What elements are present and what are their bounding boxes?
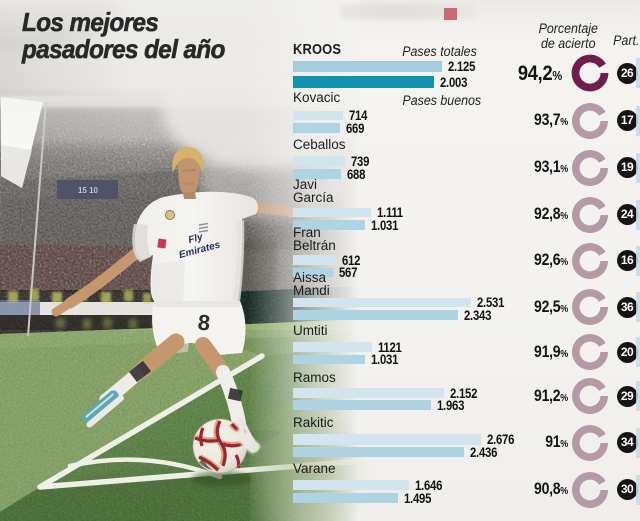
svg-text:15 10: 15 10	[78, 186, 99, 195]
svg-text:8: 8	[197, 310, 211, 336]
svg-text:Fly: Fly	[187, 232, 204, 246]
